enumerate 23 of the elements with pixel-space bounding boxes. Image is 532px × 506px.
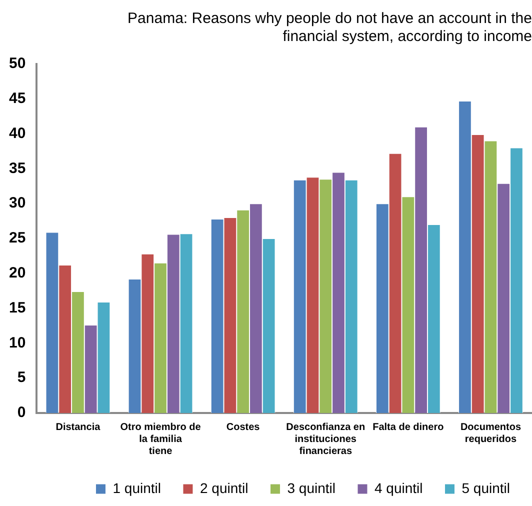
legend-label: 5 quintil [462,480,510,496]
y-tick-label: 45 [8,90,26,108]
legend-label: 2 quintil [200,480,248,496]
x-tick-label: Documentos requeridos [460,422,522,445]
x-tick-label: Costes [226,422,260,433]
y-tick-label: 40 [8,124,26,142]
legend-label: 4 quintil [374,480,423,496]
legend-label: 1 quintil [112,480,161,496]
y-tick-label: 50 [8,55,26,72]
x-tick-label: Otro miembro de la familia tiene [120,422,202,457]
x-tick-label: Distancia [56,422,101,433]
y-tick-label: 5 [17,369,26,386]
y-tick-label: 30 [8,194,26,212]
y-tick-label: 35 [8,160,26,177]
chart-title: Panama: Reasons why people do not have an account in the financial system, according to income [128,10,532,46]
y-tick-label: 15 [8,299,26,316]
y-tick-label: 10 [8,334,26,352]
x-tick-label: Falta de dinero [372,422,444,433]
y-tick-label: 0 [17,404,26,422]
y-tick-label: 25 [8,230,26,247]
x-tick-label: Desconfianza en instituciones financieras [286,422,366,457]
legend-label: 3 quintil [287,480,336,496]
y-tick-label: 20 [8,264,26,282]
